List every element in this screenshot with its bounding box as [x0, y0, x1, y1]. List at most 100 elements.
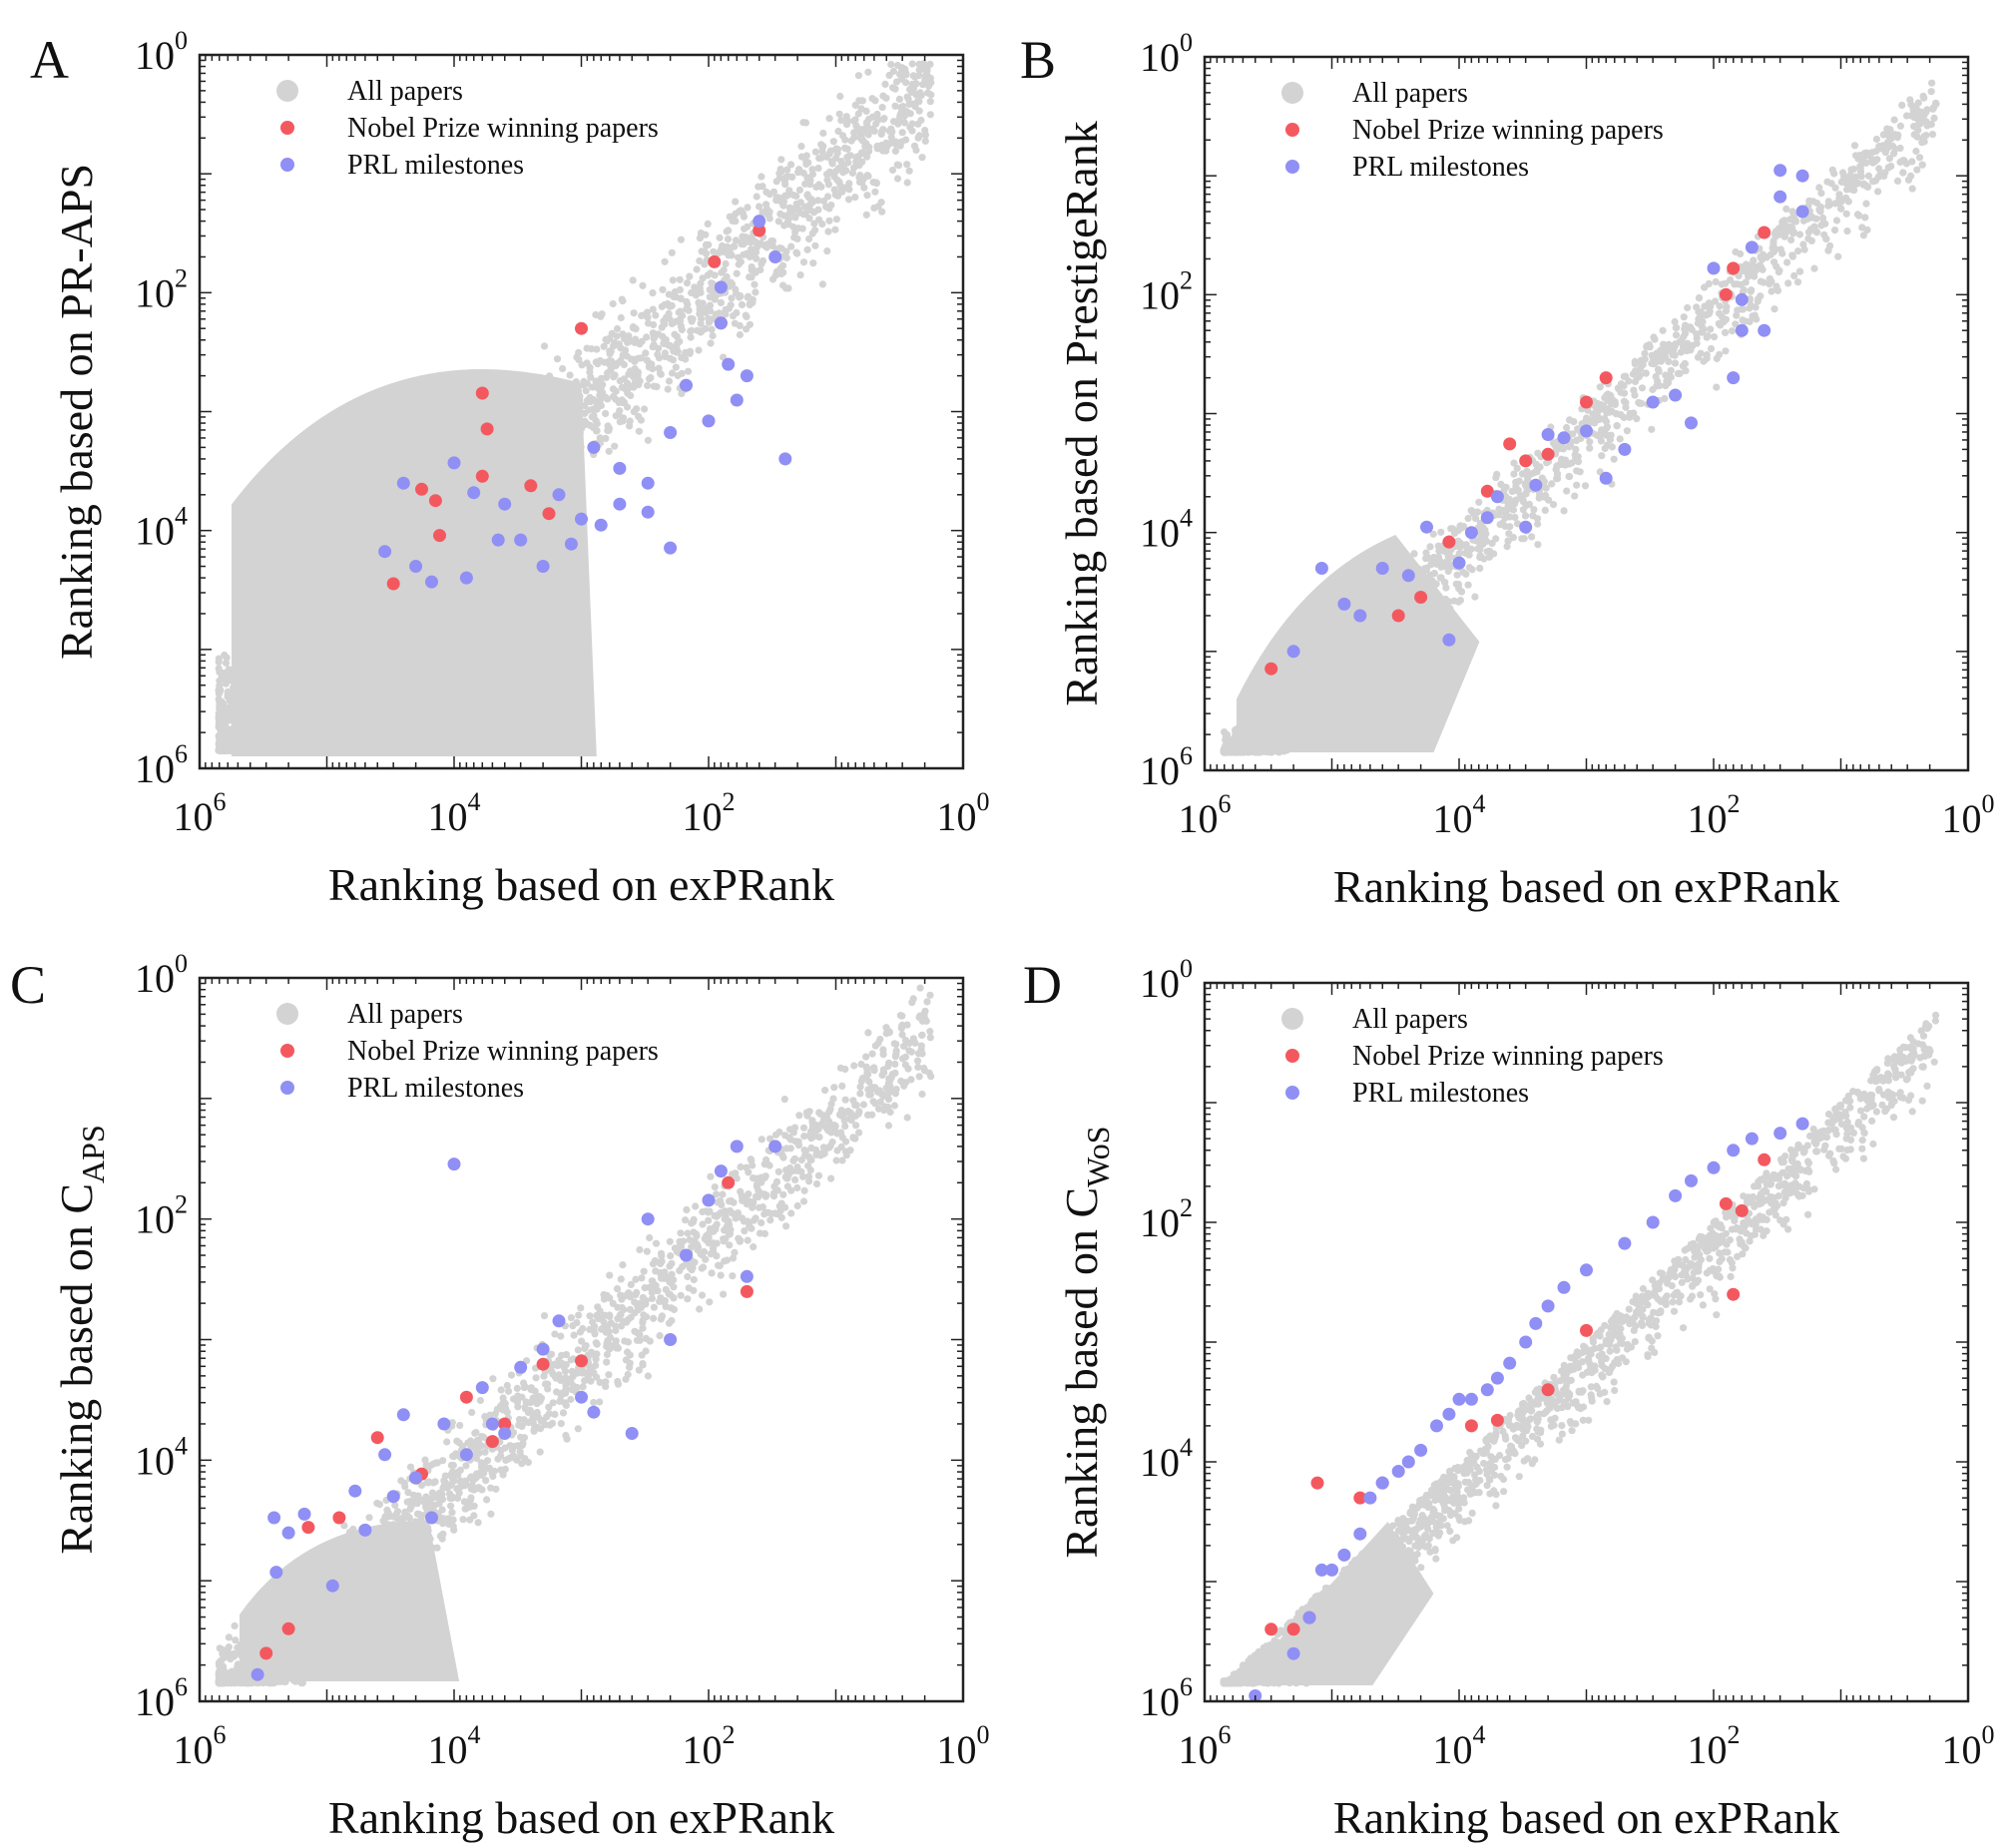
all-papers-point: [1741, 263, 1749, 271]
all-papers-point: [1505, 495, 1513, 503]
all-papers-point: [665, 290, 673, 298]
all-papers-point: [1707, 325, 1715, 333]
all-papers-point: [1604, 390, 1612, 398]
all-papers-point: [653, 383, 661, 391]
x-tick-label: 104: [428, 787, 481, 839]
all-papers-point: [642, 349, 650, 357]
all-papers-point: [1819, 219, 1827, 228]
all-papers-point: [629, 276, 637, 284]
all-papers-point: [1794, 247, 1802, 255]
nobel-point: [1541, 447, 1555, 461]
all-papers-point: [1686, 345, 1695, 353]
all-papers-point: [1885, 155, 1893, 163]
all-papers-point: [1631, 360, 1639, 368]
all-papers-point: [649, 305, 657, 313]
all-papers-point: [911, 103, 919, 111]
all-papers-point: [1908, 185, 1916, 193]
all-papers-point: [607, 347, 615, 355]
all-papers-point: [1671, 359, 1680, 367]
all-papers-point: [1698, 328, 1706, 336]
all-papers-point: [1932, 100, 1940, 108]
nobel-point: [708, 254, 722, 268]
all-papers-point: [825, 115, 833, 123]
all-papers-point: [888, 128, 896, 136]
all-papers-point: [891, 102, 899, 110]
all-papers-point: [1572, 445, 1580, 453]
all-papers-point: [773, 194, 782, 202]
y-tick-label: 104: [135, 502, 188, 554]
all-papers-point: [1722, 347, 1730, 355]
all-papers-point: [1795, 267, 1804, 275]
all-papers-point: [733, 289, 741, 297]
all-papers-point: [765, 239, 773, 247]
all-papers-point: [218, 735, 226, 743]
all-papers-point: [1613, 422, 1621, 430]
all-papers-point: [1453, 571, 1461, 579]
all-papers-point: [849, 117, 858, 125]
all-papers-point: [823, 193, 832, 201]
all-papers-point: [868, 113, 877, 121]
all-papers-point: [890, 118, 898, 126]
all-papers-point: [1780, 217, 1788, 225]
all-papers-point: [1890, 116, 1898, 124]
all-papers-point: [1540, 493, 1548, 501]
all-papers-point: [723, 228, 731, 235]
all-papers-point: [616, 407, 624, 415]
all-papers-point: [1515, 477, 1523, 485]
all-papers-point: [1565, 472, 1573, 481]
all-papers-point: [1722, 328, 1730, 336]
all-papers-point: [666, 314, 674, 323]
all-papers-point: [669, 276, 677, 284]
milestone-point: [1464, 526, 1478, 540]
all-papers-point: [1649, 385, 1657, 394]
all-papers-point: [832, 216, 841, 224]
all-papers-point: [603, 337, 611, 345]
all-papers-point: [593, 383, 601, 391]
milestone-point: [594, 518, 608, 532]
all-papers-point: [626, 422, 634, 430]
all-papers-point: [605, 424, 614, 432]
all-papers-point: [710, 247, 718, 255]
all-papers-point: [1716, 302, 1724, 310]
all-papers-point: [688, 326, 696, 334]
all-papers-point: [743, 312, 751, 320]
all-papers-point: [683, 279, 692, 287]
all-papers-point: [1659, 326, 1667, 334]
all-papers-point: [676, 307, 685, 315]
all-papers-point: [860, 184, 868, 192]
milestone-point: [1735, 323, 1749, 337]
all-papers-point: [863, 129, 871, 137]
all-papers-point: [1824, 202, 1832, 210]
all-papers-point: [686, 347, 695, 355]
all-papers-point: [801, 203, 809, 212]
all-papers-point: [1464, 581, 1472, 589]
all-papers-point: [1840, 173, 1848, 181]
all-papers-point: [593, 420, 601, 428]
all-papers-point: [596, 391, 604, 399]
all-papers-point: [792, 200, 800, 208]
all-papers-point: [1787, 235, 1795, 244]
all-papers-point: [886, 140, 894, 148]
all-papers-point: [602, 409, 610, 418]
all-papers-point: [863, 119, 871, 128]
all-papers-point: [1899, 169, 1907, 177]
nobel-point: [415, 482, 428, 496]
all-papers-point: [596, 434, 604, 442]
all-papers-point: [649, 289, 657, 297]
all-papers-point: [678, 325, 686, 334]
milestone-point: [702, 414, 716, 428]
all-papers-point: [732, 210, 740, 218]
all-papers-point: [1514, 486, 1522, 494]
all-papers-point: [609, 299, 617, 308]
all-papers-point: [615, 398, 623, 406]
all-papers-point: [836, 92, 844, 101]
all-papers-point: [775, 170, 783, 178]
nobel-point: [1414, 591, 1428, 604]
all-papers-point: [639, 281, 647, 289]
all-papers-point: [897, 75, 906, 83]
all-papers-point: [655, 354, 664, 362]
all-papers-point: [756, 203, 763, 211]
all-papers-point: [664, 385, 672, 393]
all-papers-point: [1576, 468, 1584, 476]
